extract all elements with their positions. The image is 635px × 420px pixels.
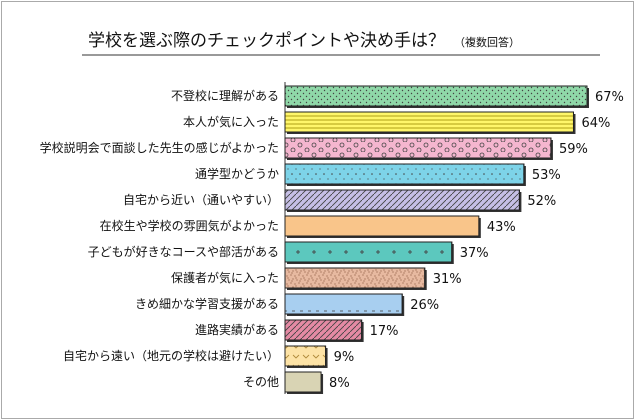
bar-pattern [284, 189, 520, 211]
value-label: 52% [527, 194, 556, 209]
bar [284, 371, 322, 393]
value-label: 59% [559, 142, 588, 157]
category-label: 学校説明会で面談した先生の感じがよかった [40, 140, 279, 155]
bar-pattern [284, 293, 403, 315]
bar-pattern [284, 85, 588, 107]
bar-pattern [284, 267, 426, 289]
category-label: その他 [243, 375, 279, 389]
category-label: 本人が気に入った [183, 114, 279, 129]
category-label: 保護者が気に入った [171, 270, 279, 285]
value-label: 43% [487, 220, 516, 235]
category-label: きめ細かな学習支援がある [135, 296, 279, 311]
value-label: 17% [370, 324, 399, 339]
value-label: 26% [410, 298, 439, 313]
bar-pattern [284, 319, 363, 341]
category-label: 進路実績がある [195, 322, 279, 337]
value-label: 67% [595, 90, 624, 105]
category-label: 自宅から近い（通いやすい） [123, 192, 279, 207]
category-label: 在校生や学校の雰囲気がよかった [100, 218, 279, 233]
bar [284, 215, 480, 237]
value-label: 8% [329, 376, 350, 391]
value-label: 31% [433, 272, 462, 287]
value-label: 9% [334, 350, 355, 365]
bar-pattern [284, 241, 453, 263]
bars: 不登校に理解がある 67% 本人が気に入った 64% 学校説明会で面談した先生の感じがよ… [40, 85, 624, 394]
chart-subtitle: （複数回答） [454, 35, 520, 49]
category-label: 不登校に理解がある [171, 88, 279, 103]
value-label: 64% [581, 116, 610, 131]
category-label: 子どもが好きなコースや部活がある [88, 244, 279, 259]
bar-pattern [284, 163, 525, 185]
bar-pattern [284, 345, 327, 367]
bar-pattern [284, 137, 552, 159]
bar-pattern [284, 111, 574, 133]
value-label: 53% [532, 168, 561, 183]
chart-title: 学校を選ぶ際のチェックポイントや決め手は？ [88, 31, 445, 51]
value-label: 37% [460, 246, 489, 261]
category-label: 通学型かどうか [195, 166, 279, 181]
category-label: 自宅から遠い（地元の学校は避けたい） [63, 348, 279, 363]
